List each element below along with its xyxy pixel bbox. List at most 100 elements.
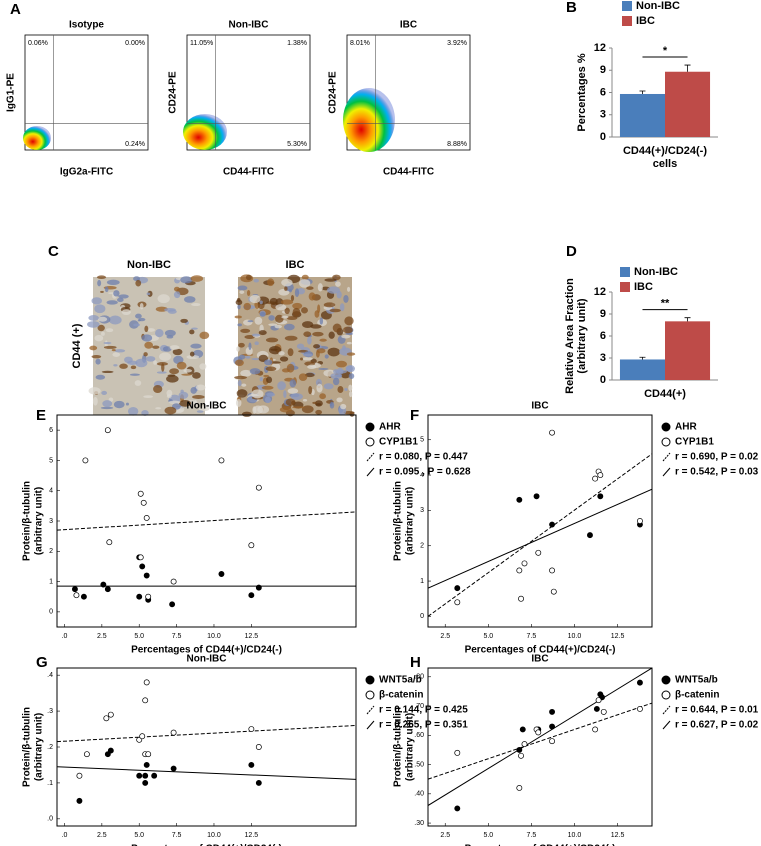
legend-line xyxy=(366,452,375,462)
tissue-blob xyxy=(301,307,308,314)
tissue-blob xyxy=(141,334,153,342)
data-point xyxy=(521,741,528,748)
tissue-blob xyxy=(198,406,210,412)
data-point xyxy=(136,772,143,779)
y-tick-label: 1 xyxy=(420,578,424,585)
x-axis-label: Percentages of CD44(+)/CD24(-) xyxy=(131,844,282,846)
legend-label: β-catenin xyxy=(675,690,719,701)
y-tick-label: 3 xyxy=(49,518,53,525)
tissue-blob xyxy=(246,290,251,296)
plot-frame xyxy=(427,667,653,827)
plot-title: Non-IBC xyxy=(187,401,227,412)
tissue-blob xyxy=(266,392,276,397)
y-tick-label: .4 xyxy=(47,672,53,679)
tissue-blob xyxy=(179,399,192,407)
legend-line xyxy=(662,705,671,715)
density-cloud xyxy=(23,126,51,150)
data-point xyxy=(248,542,255,549)
x-tick-label: 12.5 xyxy=(611,832,625,839)
data-point xyxy=(593,706,600,712)
fit-line xyxy=(57,511,356,531)
tissue-blob xyxy=(155,407,162,410)
tissue-blob xyxy=(251,333,261,337)
data-point xyxy=(255,584,262,591)
y-axis-label: (arbitrary unit) xyxy=(34,713,45,781)
tissue-blob xyxy=(238,342,245,348)
y-tick-label: .80 xyxy=(414,674,424,681)
tissue-blob xyxy=(135,313,142,319)
tissue-blob xyxy=(302,398,308,402)
tissue-blob xyxy=(269,297,278,306)
data-point xyxy=(107,711,114,718)
quadrant-percent: 1.38% xyxy=(287,40,307,47)
legend-swatch xyxy=(622,1,632,11)
tissue-blob xyxy=(189,351,195,357)
error-bar xyxy=(639,90,646,94)
quadrant-percent: 3.92% xyxy=(447,40,467,47)
y-axis-label: CD44 (+) xyxy=(71,323,83,368)
tissue-blob xyxy=(166,394,172,399)
x-axis-label: CD44-FITC xyxy=(383,167,434,178)
tissue-blob xyxy=(96,275,107,280)
data-point xyxy=(170,729,177,736)
y-axis-label: IgG1-PE xyxy=(6,73,17,112)
x-tick-label: 2.5 xyxy=(97,633,107,640)
fit-line xyxy=(428,453,652,617)
tissue-blob xyxy=(344,316,354,326)
tissue-blob xyxy=(348,384,353,392)
y-tick-label: 0 xyxy=(600,131,606,143)
bar xyxy=(619,359,665,380)
plot-title: Isotype xyxy=(69,20,104,31)
x-tick-label: 2.5 xyxy=(97,832,107,839)
tissue-blob xyxy=(236,346,240,352)
tissue-blob xyxy=(113,290,120,297)
x-tick-label: .0 xyxy=(62,633,68,640)
tissue-blob xyxy=(279,356,289,362)
tissue-blob xyxy=(113,400,125,409)
data-point xyxy=(248,726,255,732)
tissue-blob xyxy=(97,279,102,287)
data-point xyxy=(549,429,556,436)
data-point xyxy=(142,697,149,704)
data-point xyxy=(597,472,604,479)
tissue-blob xyxy=(281,315,289,319)
fit-line xyxy=(57,766,356,780)
tissue-blob xyxy=(318,367,329,370)
tissue-blob xyxy=(315,403,322,406)
error-bar xyxy=(684,64,691,72)
plot-title: IBC xyxy=(531,654,548,665)
significance-mark: * xyxy=(663,45,668,57)
tissue-blob xyxy=(245,274,252,281)
legend-label: r = 0.095 , P = 0.628 xyxy=(379,467,471,478)
data-point xyxy=(143,679,150,686)
tissue-blob xyxy=(173,286,180,292)
tissue-blob xyxy=(349,390,353,398)
data-point xyxy=(82,457,89,464)
x-tick-label: 12.5 xyxy=(245,832,259,839)
tissue-blob xyxy=(284,335,298,341)
tissue-blob xyxy=(316,383,323,393)
x-tick-label: 7.5 xyxy=(172,832,182,839)
tissue-blob xyxy=(190,387,197,394)
tissue-blob xyxy=(315,409,323,415)
y-tick-label: 12 xyxy=(594,286,606,298)
legend-label: r = 0.080, P = 0.447 xyxy=(379,452,468,463)
bar xyxy=(665,321,711,380)
tissue-blob xyxy=(348,373,355,379)
tissue-blob xyxy=(290,295,295,302)
tissue-blob xyxy=(181,373,193,376)
tissue-blob xyxy=(157,294,170,304)
data-point xyxy=(140,499,147,506)
plot-frame xyxy=(427,414,653,628)
tissue-blob xyxy=(159,352,172,361)
tissue-blob xyxy=(237,379,242,387)
tissue-blob xyxy=(180,318,188,323)
data-point xyxy=(592,726,599,733)
tissue-blob xyxy=(275,304,287,311)
tissue-blob xyxy=(103,341,112,345)
tissue-blob xyxy=(301,274,309,280)
tissue-blob xyxy=(106,300,118,305)
plot-title: IBC xyxy=(400,20,417,31)
quadrant-percent: 8.88% xyxy=(447,141,467,148)
tissue-blob xyxy=(189,329,195,335)
